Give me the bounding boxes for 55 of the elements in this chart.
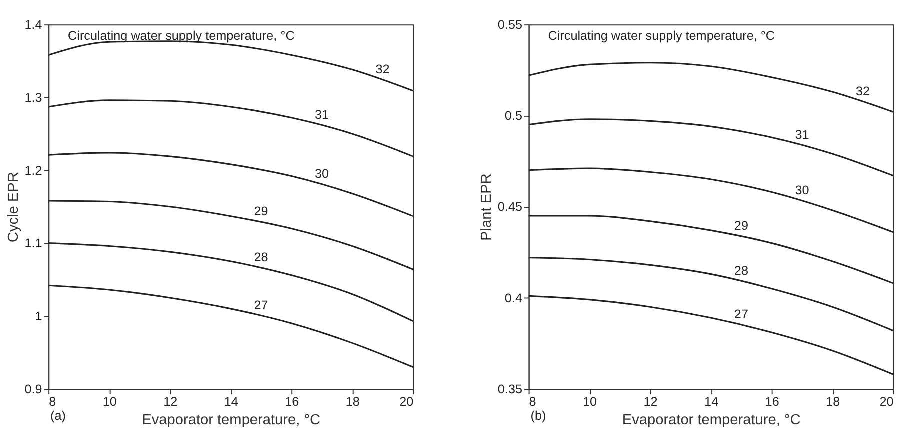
series-label: 32 — [856, 84, 870, 98]
series-label: 27 — [734, 308, 748, 322]
y-tick-label: 1.4 — [24, 18, 42, 32]
series-label: 32 — [376, 62, 390, 77]
x-tick-label: 16 — [765, 395, 780, 410]
line-series — [48, 284, 414, 368]
y-axis-title: Cycle EPR — [6, 172, 22, 243]
y-tick-label: 0.35 — [498, 382, 522, 396]
line-series — [528, 168, 894, 234]
y-tick-label: 0.4 — [504, 291, 522, 306]
legend-title: Circulating water supply temperature, °C — [548, 29, 776, 44]
series-label: 30 — [795, 184, 810, 198]
x-tick-label: 10 — [102, 395, 117, 410]
line-series — [48, 242, 414, 322]
text: (b) — [530, 409, 546, 424]
x-tick-label: 12 — [164, 395, 178, 410]
series-label: 27 — [254, 298, 268, 312]
line-series — [48, 100, 414, 158]
series-label: 28 — [734, 264, 748, 278]
y-tick-label: 1.2 — [24, 164, 42, 178]
y-tick-label: 1 — [35, 310, 42, 324]
line-series — [528, 62, 894, 113]
line-series — [528, 257, 894, 332]
y-tick-label: 0.55 — [498, 18, 522, 32]
x-tick-label: 16 — [285, 395, 300, 410]
x-tick-label: 20 — [880, 395, 894, 410]
series-label: 30 — [314, 167, 330, 182]
x-axis-title: Evaporator temperature, °C — [142, 412, 321, 429]
line-series — [528, 295, 894, 376]
series-label: 31 — [795, 128, 810, 142]
x-tick-label: 8 — [529, 395, 536, 410]
line-series — [48, 152, 414, 218]
series-label: 31 — [314, 108, 330, 122]
line-series — [528, 215, 894, 284]
x-tick-label: 18 — [346, 395, 360, 410]
y-tick-label: 0.45 — [498, 200, 522, 214]
x-tick-label: 18 — [826, 395, 840, 410]
x-tick-label: 8 — [49, 395, 56, 410]
y-tick-label: 1.1 — [24, 236, 42, 251]
y-tick-label: 1.3 — [24, 90, 42, 105]
series-label: 28 — [254, 250, 268, 265]
x-tick-label: 14 — [704, 395, 719, 410]
x-tick-label: 12 — [644, 395, 658, 410]
line-series — [48, 200, 414, 270]
y-tick-label: 0.5 — [504, 109, 522, 124]
x-tick-label: 10 — [583, 395, 598, 410]
x-tick-label: 20 — [400, 395, 414, 410]
x-axis-title: Evaporator temperature, °C — [622, 412, 801, 429]
y-tick-label: 0.9 — [24, 382, 42, 396]
line-series — [528, 118, 894, 177]
x-tick-label: 14 — [224, 395, 238, 410]
y-axis-title: Plant EPR — [479, 174, 496, 241]
text: (a) — [50, 409, 66, 424]
series-label: 29 — [734, 219, 748, 234]
series-label: 29 — [254, 204, 268, 219]
